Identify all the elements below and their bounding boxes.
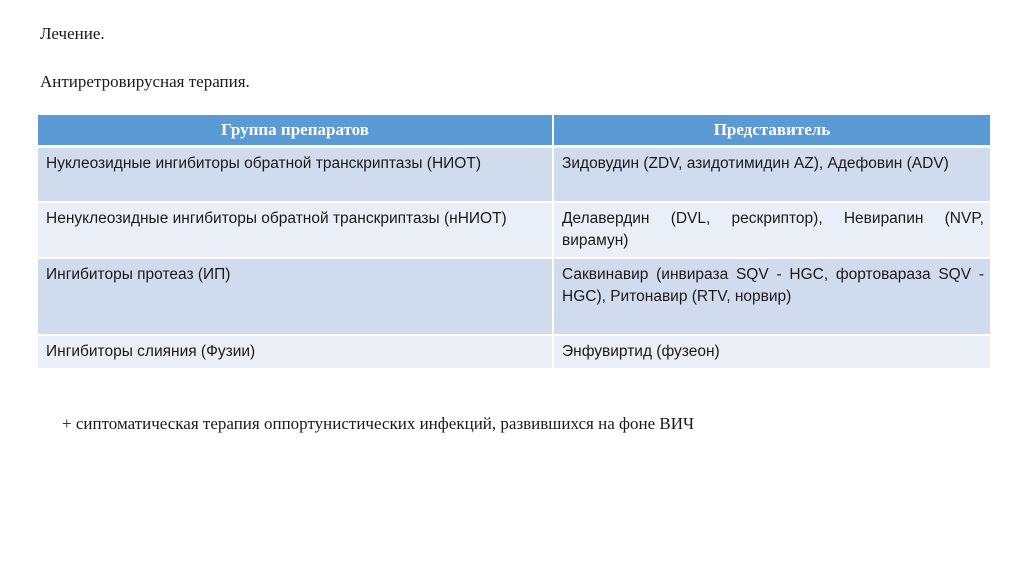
table-row: Ингибиторы слияния (Фузии) Энфувиртид (ф… xyxy=(38,334,990,370)
cell-group: Ненуклеозидные ингибиторы обратной транс… xyxy=(38,201,553,259)
table-row: Ингибиторы протеаз (ИП) Саквинавир (инви… xyxy=(38,257,990,336)
cell-representative: Энфувиртид (фузеон) xyxy=(552,334,990,370)
column-header-group: Группа препаратов xyxy=(38,115,553,148)
cell-representative: Саквинавир (инвираза SQV - HGC, фортовар… xyxy=(552,257,990,336)
table-header-row: Группа препаратов Представитель xyxy=(38,115,990,148)
slide-subtitle: Антиретровирусная терапия. xyxy=(40,72,250,91)
table-row: Нуклеозидные ингибиторы обратной транскр… xyxy=(38,146,990,203)
column-header-representative: Представитель xyxy=(552,115,990,148)
drug-table: Группа препаратов Представитель Нуклеози… xyxy=(38,115,990,370)
slide-title: Лечение. xyxy=(40,24,105,43)
cell-representative: Зидовудин (ZDV, азидотимидин AZ), Адефов… xyxy=(552,146,990,203)
cell-group: Нуклеозидные ингибиторы обратной транскр… xyxy=(38,146,553,203)
footer-note: + сиптоматическая терапия оппортунистиче… xyxy=(62,414,695,433)
cell-group: Ингибиторы слияния (Фузии) xyxy=(38,334,553,370)
cell-representative: Делавердин (DVL, рескриптор), Невирапин … xyxy=(552,201,990,259)
table-row: Ненуклеозидные ингибиторы обратной транс… xyxy=(38,201,990,259)
cell-group: Ингибиторы протеаз (ИП) xyxy=(38,257,553,336)
